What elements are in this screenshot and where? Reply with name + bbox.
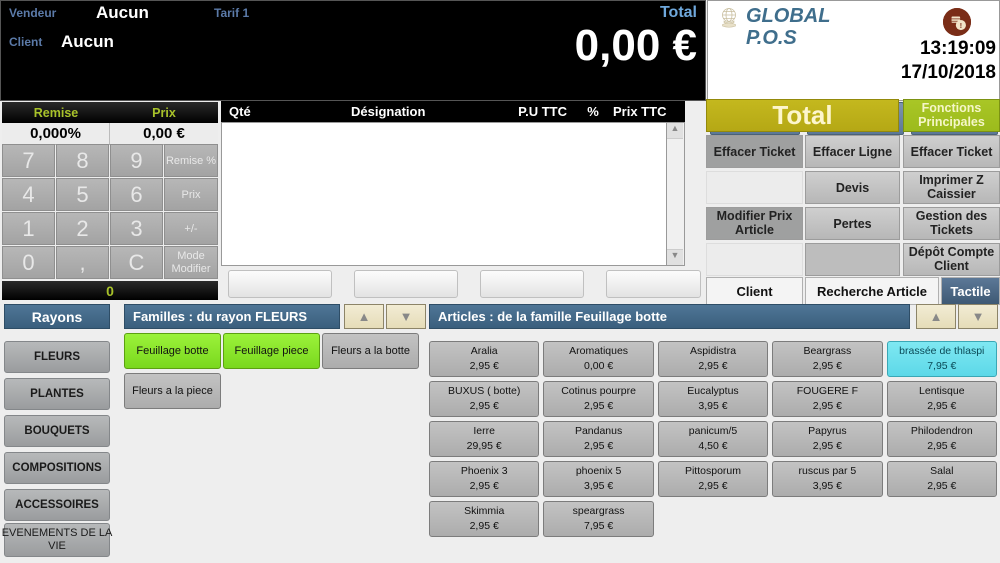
svg-text:!: !: [960, 23, 962, 30]
